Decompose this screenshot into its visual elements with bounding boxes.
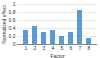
- svg-text:0: 0: [13, 41, 16, 47]
- svg-text:0.6: 0.6: [9, 17, 16, 23]
- svg-text:3: 3: [43, 45, 46, 51]
- svg-text:7: 7: [79, 45, 82, 51]
- svg-text:1: 1: [13, 1, 16, 7]
- svg-text:Normalized effect: Normalized effect: [1, 4, 7, 43]
- svg-text:1: 1: [25, 45, 28, 51]
- svg-text:5: 5: [61, 45, 64, 51]
- svg-text:6: 6: [70, 45, 73, 51]
- svg-text:0.2: 0.2: [9, 33, 16, 39]
- svg-text:0.4: 0.4: [9, 25, 16, 31]
- svg-text:4: 4: [52, 45, 55, 51]
- svg-text:0.8: 0.8: [9, 9, 16, 15]
- svg-text:2: 2: [34, 45, 37, 51]
- svg-text:Factor: Factor: [50, 53, 65, 58]
- svg-text:8: 8: [88, 45, 91, 51]
